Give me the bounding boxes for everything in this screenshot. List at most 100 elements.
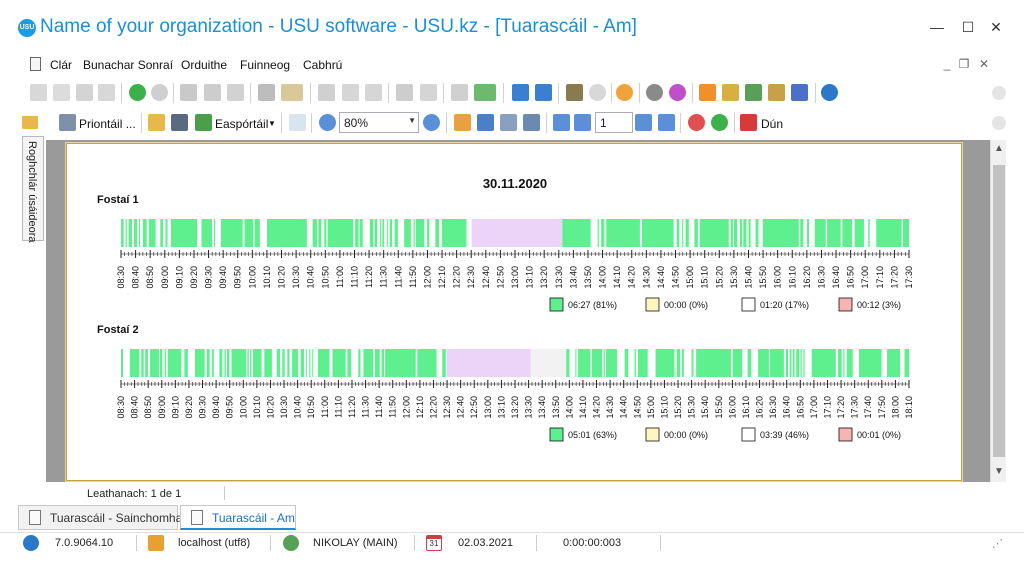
stop-icon[interactable]: [688, 114, 705, 131]
mdi-minimize-button[interactable]: _: [943, 57, 951, 71]
legend-swatch: [549, 427, 564, 442]
tab-report-time[interactable]: Tuarascáil - Am: [180, 505, 296, 530]
close-report-button[interactable]: Dún: [761, 117, 784, 131]
pen-icon[interactable]: [791, 84, 808, 101]
info-icon[interactable]: [821, 84, 838, 101]
activity-segment: [858, 349, 882, 377]
resize-grip-icon[interactable]: ⋰: [992, 538, 1003, 550]
image-dropdown-icon[interactable]: [281, 84, 303, 101]
scroll-down-icon[interactable]: ▼: [994, 466, 1004, 477]
maximize-button[interactable]: ☐: [961, 19, 975, 35]
print-button[interactable]: Priontáil ...: [79, 117, 136, 131]
time-tick-label: 10:20: [265, 396, 275, 419]
activity-segment: [211, 349, 214, 377]
reload-icon[interactable]: [711, 114, 728, 131]
new-window-icon[interactable]: [512, 84, 529, 101]
time-tick-label: 17:10: [875, 266, 885, 289]
location-pin-icon[interactable]: [616, 84, 633, 101]
tab-label: Tuarascáil - Am: [212, 511, 295, 525]
search-icon[interactable]: [151, 84, 168, 101]
zoom-select[interactable]: 80% ▼: [339, 112, 419, 133]
menu-window[interactable]: Fuinneog: [240, 58, 291, 72]
export-icon[interactable]: [195, 114, 212, 131]
close-window-icon[interactable]: [535, 84, 552, 101]
page-setup-icon[interactable]: [289, 114, 306, 131]
menu-help[interactable]: Cabhrú: [303, 58, 343, 72]
time-tick-label: 09:10: [174, 266, 184, 289]
user-key-icon[interactable]: [745, 84, 762, 101]
filter-settings-icon[interactable]: [227, 84, 244, 101]
activity-segment: [220, 219, 243, 247]
find-icon[interactable]: [500, 114, 517, 131]
save-icon[interactable]: [30, 84, 47, 101]
columns-icon[interactable]: [318, 84, 335, 101]
color-wheel-icon[interactable]: [669, 84, 686, 101]
flag-icon[interactable]: [258, 84, 275, 101]
activity-segment: [770, 349, 784, 377]
collapse-icon[interactable]: [342, 84, 359, 101]
excel-dropdown-icon[interactable]: [474, 84, 496, 101]
mdi-restore-button[interactable]: ❐: [958, 57, 970, 71]
printer-icon[interactable]: [59, 114, 76, 131]
activity-segment: [762, 219, 799, 247]
close-window-button[interactable]: ✕: [990, 19, 1002, 35]
copy-icon[interactable]: [53, 84, 70, 101]
export-dropdown-icon[interactable]: ▼: [268, 119, 276, 128]
export-button[interactable]: Easpórtáil: [215, 117, 269, 131]
minimize-button[interactable]: —: [930, 19, 944, 35]
forward-icon[interactable]: [589, 84, 606, 101]
time-tick-label: 14:30: [641, 266, 651, 289]
layout-icon[interactable]: [477, 114, 494, 131]
activity-segment: [282, 349, 285, 377]
expand-icon[interactable]: [365, 84, 382, 101]
report-icon[interactable]: [451, 84, 468, 101]
time-tick-label: 13:30: [524, 396, 534, 419]
activity-segment: [224, 349, 226, 377]
mdi-close-button[interactable]: ✕: [978, 57, 990, 71]
legend-swatch: [741, 427, 756, 442]
close-report-icon[interactable]: [740, 114, 757, 131]
toolbar-overflow-icon[interactable]: [992, 86, 1006, 100]
info-icon: [23, 535, 39, 551]
lock-icon[interactable]: [722, 84, 739, 101]
tab-report-custom[interactable]: Tuarascáil - Sainchomhad: [18, 505, 189, 530]
activity-segment: [355, 219, 359, 247]
edit-report-icon[interactable]: [523, 114, 540, 131]
separator: [815, 83, 816, 103]
user-menu-tab[interactable]: Roghchlár úsáideora: [22, 136, 44, 243]
delete-icon[interactable]: [98, 84, 115, 101]
zoom-out-icon[interactable]: [423, 114, 440, 131]
prev-page-icon[interactable]: [574, 114, 591, 131]
edit-icon[interactable]: [76, 84, 93, 101]
page-number-input[interactable]: 1: [595, 112, 633, 133]
note-icon[interactable]: [420, 84, 437, 101]
time-tick-label: 09:00: [160, 266, 170, 289]
vertical-scrollbar[interactable]: ▲ ▼: [990, 140, 1006, 482]
filter-clear-icon[interactable]: [204, 84, 221, 101]
rss-icon[interactable]: [699, 84, 716, 101]
scroll-thumb[interactable]: [993, 165, 1005, 457]
activity-segment: [634, 349, 636, 377]
menu-commands[interactable]: Orduithe: [181, 58, 228, 72]
gear-icon[interactable]: [646, 84, 663, 101]
toolbar-overflow-icon[interactable]: [992, 116, 1006, 130]
menu-program[interactable]: Clár: [50, 58, 73, 72]
scroll-up-icon[interactable]: ▲: [994, 143, 1004, 154]
first-page-icon[interactable]: [553, 114, 570, 131]
tree-icon[interactable]: [454, 114, 471, 131]
open-folder-icon[interactable]: [148, 114, 165, 131]
time-tick-label: 12:10: [415, 396, 425, 419]
menu-database[interactable]: Bunachar Sonraí: [83, 58, 174, 72]
last-page-icon[interactable]: [658, 114, 675, 131]
refresh-icon[interactable]: [129, 84, 146, 101]
folder-icon[interactable]: [22, 116, 38, 129]
save-disk-icon[interactable]: [171, 114, 188, 131]
users-icon[interactable]: [768, 84, 785, 101]
time-tick-label: 12:30: [442, 396, 452, 419]
filter-icon[interactable]: [180, 84, 197, 101]
separator: [141, 113, 142, 133]
zoom-in-icon[interactable]: [319, 114, 336, 131]
next-page-icon[interactable]: [635, 114, 652, 131]
exit-icon[interactable]: [566, 84, 583, 101]
insert-icon[interactable]: [396, 84, 413, 101]
